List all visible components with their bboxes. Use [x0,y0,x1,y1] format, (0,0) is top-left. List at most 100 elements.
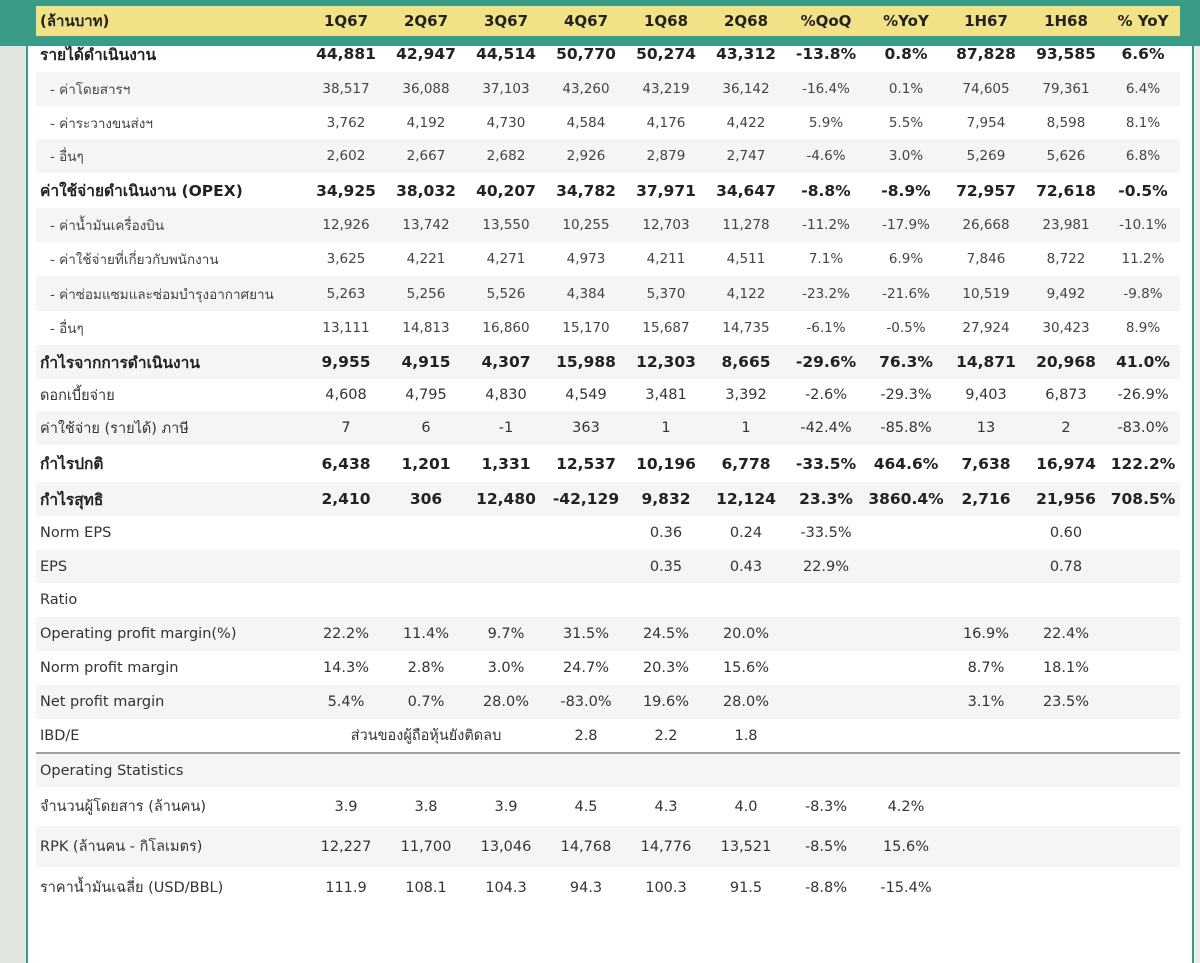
table-cell: 3,762 [326,114,366,131]
table-cell: 8.9% [1125,320,1161,336]
row-label: ค่าใช้จ่าย (รายได้) ภาษี [36,411,306,445]
table-cell [786,583,866,617]
table-cell: 15,988 [546,345,626,379]
table-cell: 11,700 [386,826,466,867]
row-label: รายได้ดำเนินงาน [40,45,157,64]
table-cell [866,752,946,787]
column-header-unit: (ล้านบาท) [36,6,306,36]
table-cell: 12,303 [626,345,706,379]
table-cell: -33.5% [800,525,852,541]
table-cell [546,583,626,617]
table-cell: 14.3% [322,660,370,676]
table-cell: 15,170 [562,320,610,336]
table-cell [1106,516,1180,550]
table-cell: 20,968 [1026,345,1106,379]
table-cell: -29.3% [880,387,932,403]
table-cell: -42.4% [786,411,866,445]
table-cell: 3.1% [946,685,1026,719]
table-cell [466,550,546,583]
table-row: RPK (ล้านคน - กิโลเมตร) 12,227 11,700 13,04… [36,826,1190,867]
table-cell: 13,521 [706,826,786,867]
financial-table: (ล้านบาท) 1Q67 2Q67 3Q67 4Q67 1Q68 2Q68 %QoQ %Yo… [36,6,1190,908]
table-cell [786,719,866,753]
table-cell: -2.6% [804,387,848,403]
table-cell: 0.8% [884,45,928,63]
table-row: - ค่าน้ำมันเครื่องบิน 12,926 13,742 13,550 1… [36,208,1190,242]
table-cell [866,617,946,651]
table-cell: 72,618 [1036,181,1096,200]
table-cell: 7,638 [961,454,1011,473]
table-cell: 12,480 [466,482,546,516]
table-cell: 12,227 [306,826,386,867]
table-row: รายได้ดำเนินงาน 44,881 42,947 44,514 50,770 5… [36,36,1190,72]
table-cell [466,752,546,787]
table-cell: -8.8% [801,181,851,200]
table-cell: 464.6% [873,454,939,473]
table-cell: -9.8% [1106,276,1180,311]
table-cell [1106,826,1180,867]
table-cell: 11.2% [1121,251,1165,267]
table-cell: 13,742 [386,208,466,242]
table-cell: 9,955 [306,345,386,379]
table-cell: 16,974 [1036,454,1096,473]
table-cell: 4,830 [485,387,527,403]
table-cell: 0.1% [866,72,946,106]
table-cell [946,583,1026,617]
table-cell: 3860.4% [866,482,946,516]
table-cell: 4.3 [654,798,678,815]
table-cell: 3,625 [326,251,366,267]
table-row: - ค่าระวางขนส่งฯ 3,762 4,192 4,730 4,584 4,17… [36,106,1190,139]
table-row: - ค่าใช้จ่ายที่เกี่ยวกับพนักงาน 3,625 4,22… [36,242,1190,276]
table-cell: 93,585 [1036,45,1096,63]
table-cell: 9,403 [965,387,1007,403]
row-label: Ratio [40,592,78,608]
row-label: Norm EPS [40,525,112,541]
table-cell: 6,438 [321,454,371,473]
table-cell: 4,973 [566,251,606,267]
table-cell: 5.9% [808,114,844,131]
table-cell: 36,142 [706,72,786,106]
table-cell: 87,828 [956,45,1016,63]
table-cell: 10,519 [946,276,1026,311]
table-row: - อื่นๆ 2,602 2,667 2,682 2,926 2,879 2,747 -4.… [36,139,1190,173]
table-row: ค่าใช้จ่าย (รายได้) ภาษี 7 6 -1 363 1 1 -42.4% -… [36,411,1190,445]
row-label: Net profit margin [36,685,306,719]
table-cell: 22.2% [306,617,386,651]
table-cell: 24.7% [562,660,610,676]
table-cell [1026,787,1106,826]
table-cell: 5.5% [888,114,924,131]
table-cell: 9,492 [1026,276,1106,311]
table-cell: -16.4% [786,72,866,106]
table-cell: 2,410 [306,482,386,516]
row-label: กำไรสุทธิ [36,482,306,516]
table-cell [306,550,386,583]
table-cell: 15,687 [642,320,690,336]
table-cell: 5,370 [626,276,706,311]
table-row: Norm profit margin 14.3% 2.8% 3.0% 24.7% 20.3… [36,651,1190,685]
table-cell: 44,514 [476,45,536,63]
table-cell [946,752,1026,787]
table-cell: -8.5% [786,826,866,867]
table-cell: 4,511 [726,251,766,267]
table-cell [706,583,786,617]
table-cell [866,685,946,719]
table-cell: -6.1% [806,320,846,336]
table-cell: -29.6% [786,345,866,379]
row-label: - ค่าน้ำมันเครื่องบิน [36,208,306,242]
table-cell: -15.4% [880,879,932,896]
table-cell [946,516,1026,550]
table-cell [1026,826,1106,867]
table-cell [1106,550,1180,583]
table-cell: 6 [386,411,466,445]
table-cell: 74,605 [946,72,1026,106]
table-cell: 12,926 [306,208,386,242]
column-header: %YoY [866,6,946,36]
table-cell: 34,925 [316,181,376,200]
table-cell: 14,813 [402,320,450,336]
table-row: กำไรสุทธิ 2,410 306 12,480 -42,129 9,832 12,12… [36,482,1190,516]
table-cell: 0.24 [729,525,763,541]
table-cell: 43,219 [626,72,706,106]
table-row: ค่าใช้จ่ายดำเนินงาน (OPEX) 34,925 38,032 40… [36,173,1190,208]
table-cell [946,719,1026,753]
table-cell [1106,685,1180,719]
